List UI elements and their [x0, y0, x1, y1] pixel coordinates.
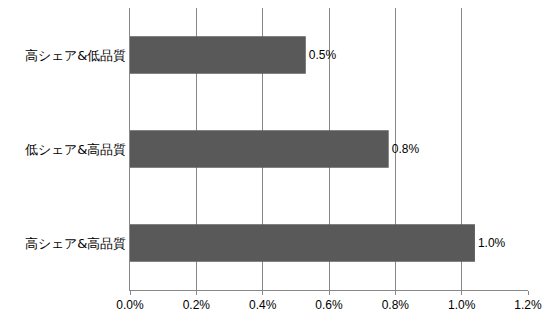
svg-text:0.2%: 0.2% [183, 298, 211, 312]
svg-text:0.0%: 0.0% [116, 298, 144, 312]
svg-text:高シェア&低品質: 高シェア&低品質 [25, 48, 126, 63]
svg-text:低シェア&高品質: 低シェア&高品質 [25, 142, 126, 157]
svg-text:1.2%: 1.2% [514, 298, 542, 312]
svg-text:0.5%: 0.5% [309, 48, 337, 62]
svg-text:1.0%: 1.0% [478, 236, 506, 250]
svg-text:0.4%: 0.4% [249, 298, 277, 312]
svg-text:0.8%: 0.8% [382, 298, 410, 312]
svg-text:1.0%: 1.0% [448, 298, 476, 312]
svg-text:0.8%: 0.8% [392, 142, 420, 156]
svg-text:0.6%: 0.6% [315, 298, 343, 312]
svg-text:高シェア&高品質: 高シェア&高品質 [25, 236, 126, 251]
